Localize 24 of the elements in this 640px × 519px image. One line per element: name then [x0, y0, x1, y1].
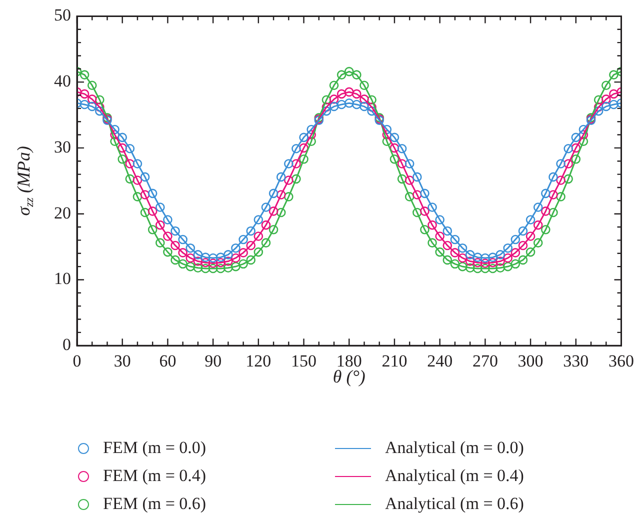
x-tick-label: 150 — [291, 351, 317, 370]
y-tick-label: 40 — [54, 72, 71, 91]
y-tick-label: 50 — [54, 6, 71, 25]
x-tick-label: 210 — [382, 351, 408, 370]
y-tick-label: 10 — [54, 269, 71, 288]
x-tick-label: 30 — [114, 351, 131, 370]
legend-label: Analytical (m = 0.0) — [385, 438, 524, 458]
y-axis-title: σzz (MPa) — [14, 146, 36, 216]
legend-label: FEM (m = 0.0) — [103, 438, 206, 458]
x-tick-label: 330 — [563, 351, 589, 370]
y-tick-label: 0 — [62, 335, 71, 354]
x-tick-label: 60 — [159, 351, 176, 370]
legend-label: Analytical (m = 0.6) — [385, 494, 524, 514]
x-tick-label: 300 — [518, 351, 544, 370]
y-tick-label: 20 — [54, 203, 71, 222]
legend-label: FEM (m = 0.4) — [103, 466, 206, 486]
x-tick-label: 270 — [472, 351, 498, 370]
legend-label: FEM (m = 0.6) — [103, 494, 206, 514]
legend-label: Analytical (m = 0.4) — [385, 466, 524, 486]
x-tick-label: 240 — [427, 351, 453, 370]
x-tick-label: 120 — [246, 351, 272, 370]
x-tick-label: 360 — [608, 351, 634, 370]
y-tick-label: 30 — [54, 137, 71, 156]
x-tick-label: 90 — [204, 351, 222, 370]
